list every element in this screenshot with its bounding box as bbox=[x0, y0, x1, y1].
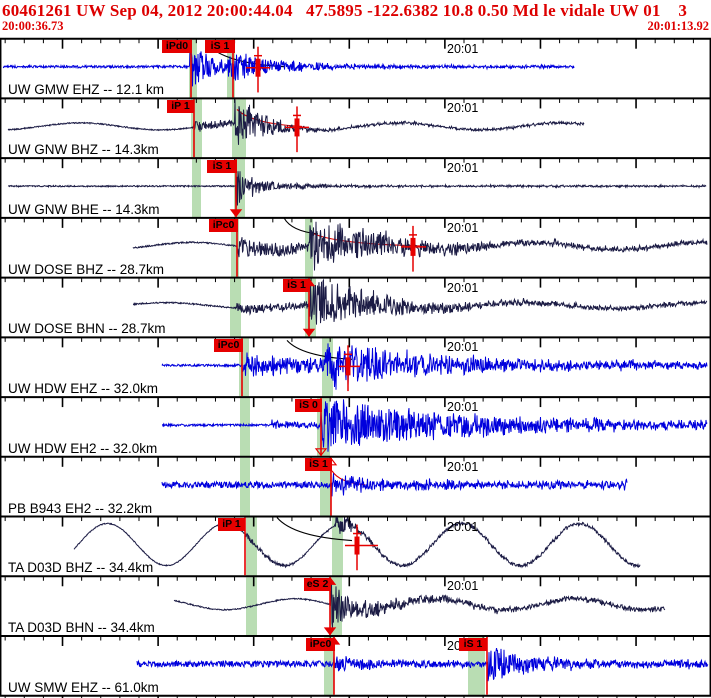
time-tick-label: 20:01 bbox=[447, 41, 479, 56]
seismogram-trace[interactable] bbox=[132, 221, 708, 271]
station-label: UW GNW BHE -- 14.3km bbox=[8, 201, 160, 217]
pick-window-band bbox=[240, 457, 250, 517]
pick-end-triangle bbox=[229, 209, 243, 218]
pick-end-triangle bbox=[302, 328, 316, 337]
pick-label[interactable]: iS 1 bbox=[459, 637, 487, 651]
pick-label[interactable]: iPc0 bbox=[306, 637, 335, 651]
seismogram-trace[interactable] bbox=[161, 473, 628, 497]
event-header-title: 60461261 UW Sep 04, 2012 20:00:44.04 47.… bbox=[2, 1, 688, 20]
time-tick-label: 20:01 bbox=[447, 459, 479, 474]
time-tick-label: 20:01 bbox=[447, 340, 479, 355]
pick-label[interactable]: iPc0 bbox=[209, 219, 238, 233]
window-start-time: 20:00:36.73 bbox=[2, 19, 64, 33]
seismogram-trace[interactable] bbox=[161, 343, 708, 390]
pick-window-band bbox=[305, 218, 313, 278]
station-label: UW DOSE BHZ -- 28.7km bbox=[8, 261, 165, 277]
pick-label[interactable]: iS 1 bbox=[207, 159, 237, 173]
pick-label[interactable]: iP 1 bbox=[167, 99, 194, 113]
pick-window-band bbox=[468, 637, 485, 696]
time-tick-label: 20:01 bbox=[447, 280, 479, 295]
seismogram-trace[interactable] bbox=[132, 278, 708, 325]
coda-decay-curve bbox=[331, 470, 366, 486]
pick-end-triangle bbox=[314, 448, 328, 457]
pick-label[interactable]: iPc0 bbox=[214, 338, 243, 352]
station-label: TA D03D BHZ -- 34.4km bbox=[8, 560, 154, 576]
pick-end-triangle bbox=[323, 627, 337, 636]
station-label: UW HDW EH2 -- 32.0km bbox=[8, 440, 158, 456]
station-label: TA D03D BHN -- 34.4km bbox=[8, 620, 155, 635]
time-tick-label: 20:01 bbox=[447, 519, 479, 534]
seismogram-trace[interactable] bbox=[7, 171, 707, 208]
station-label: UW HDW EHZ -- 32.0km bbox=[8, 381, 158, 397]
station-label: UW SMW EHZ -- 61.0km bbox=[8, 679, 159, 695]
pick-window-band bbox=[240, 398, 250, 457]
pick-window-band bbox=[332, 517, 343, 577]
seismogram-trace[interactable] bbox=[136, 647, 709, 682]
seismogram-trace[interactable] bbox=[162, 399, 708, 452]
time-tick-label: 20:01 bbox=[447, 579, 479, 594]
station-label: PB B943 EH2 -- 32.2km bbox=[8, 500, 153, 516]
pick-label[interactable]: iPd0 bbox=[162, 40, 192, 54]
pick-window-band bbox=[191, 99, 202, 159]
station-label: UW GMW EHZ -- 12.1 km bbox=[8, 82, 164, 98]
pick-window-band bbox=[246, 517, 257, 577]
station-label: UW GNW BHZ -- 14.3km bbox=[8, 142, 159, 158]
time-tick-label: 20:01 bbox=[447, 400, 479, 415]
pick-label[interactable]: iP 1 bbox=[218, 518, 245, 532]
pick-label[interactable]: iS 1 bbox=[305, 458, 332, 472]
pick-label[interactable]: iS 0 bbox=[295, 398, 322, 412]
time-tick-label: 20:01 bbox=[447, 220, 479, 235]
time-tick-label: 20:01 bbox=[447, 161, 479, 176]
pick-window-band bbox=[192, 159, 201, 218]
pick-label[interactable]: eS 2 bbox=[304, 577, 331, 591]
seismogram-trace[interactable] bbox=[2, 47, 575, 87]
pick-label[interactable]: iS 1 bbox=[283, 279, 310, 293]
time-tick-label: 20:01 bbox=[447, 101, 479, 116]
station-label: UW DOSE BHN -- 28.7km bbox=[8, 321, 166, 337]
coda-decay-curve bbox=[286, 339, 353, 360]
seismogram-trace[interactable] bbox=[173, 581, 666, 628]
pick-label[interactable]: iS 1 bbox=[205, 40, 235, 54]
window-end-time: 20:01:13.92 bbox=[647, 19, 709, 33]
coda-decay-curve bbox=[276, 517, 353, 542]
pick-window-band bbox=[231, 218, 239, 278]
